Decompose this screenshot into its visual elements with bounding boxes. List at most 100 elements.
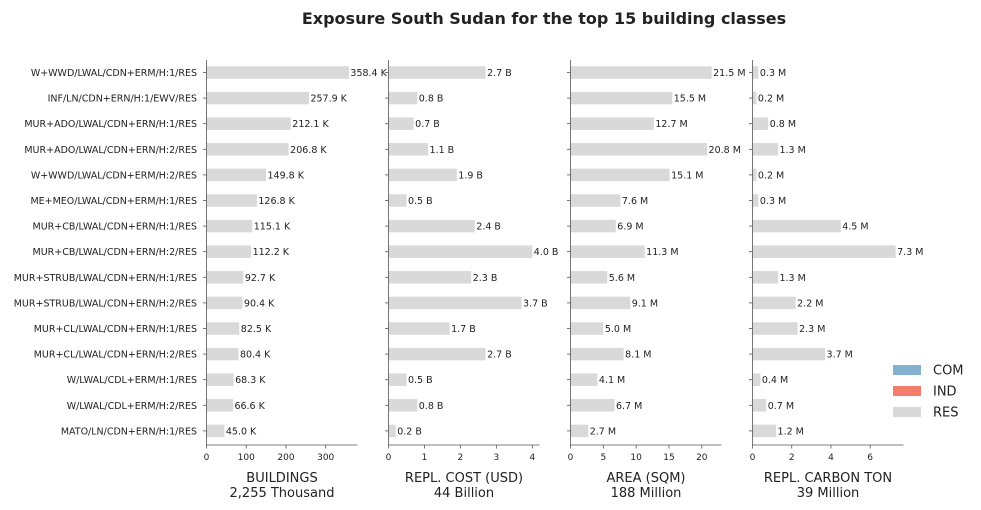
data-label: 7.6 M — [622, 196, 648, 207]
bar — [570, 399, 615, 412]
category-label: MUR+CB/LWAL/CDN+ERN/H:1/RES — [33, 222, 198, 233]
data-label: 206.8 K — [290, 145, 327, 156]
bar — [570, 91, 673, 105]
data-label: 0.8 B — [419, 94, 444, 105]
bar — [570, 424, 589, 438]
bar — [206, 271, 244, 284]
panel-4: 0.3 M 0.2 M 0.8 M 1.3 M 0.2 M 0.3 M 4.5 M 7.3 M… — [749, 60, 923, 501]
chart-title: Exposure South Sudan for the top 15 buil… — [302, 9, 786, 28]
data-label: 82.5 K — [241, 324, 272, 335]
bar — [570, 143, 708, 156]
x-tick-label: 0 — [386, 453, 392, 463]
bar — [570, 117, 654, 130]
panel-3: 21.5 M 15.5 M 12.7 M 20.8 M 15.1 M 7.6 M 6.9 M… — [567, 60, 746, 501]
x-tick-label: 3 — [493, 453, 499, 463]
bar — [206, 322, 240, 335]
bar — [206, 143, 289, 156]
data-label: 2.4 B — [476, 222, 501, 233]
data-label: 0.2 B — [397, 426, 422, 437]
bar — [388, 194, 407, 207]
bar — [206, 219, 253, 233]
x-tick-label: 15 — [663, 453, 674, 463]
data-label: 80.4 K — [240, 350, 271, 361]
category-label: W+WWD/LWAL/CDN+ERM/H:1/RES — [31, 68, 197, 79]
x-tick-label: 10 — [630, 453, 642, 463]
data-label: 8.1 M — [625, 350, 651, 361]
data-label: 20.8 M — [709, 145, 741, 156]
x-tick-label: 4 — [529, 453, 535, 463]
legend: COM IND RES — [893, 364, 964, 421]
category-label: MUR+CL/LWAL/CDN+ERN/H:1/RES — [34, 324, 197, 335]
x-tick-label: 0 — [750, 453, 756, 463]
data-label: 2.7 B — [487, 350, 512, 361]
bar — [570, 66, 712, 79]
bar — [388, 117, 414, 130]
data-label: 1.3 M — [779, 273, 805, 284]
x-tick-label: 6 — [867, 453, 873, 463]
data-label: 7.3 M — [897, 247, 923, 258]
data-label: 90.4 K — [244, 298, 275, 309]
panel-1: 358.4 K 257.9 K 212.1 K 206.8 K 149.8 K 126.8… — [203, 60, 388, 501]
bar — [206, 117, 291, 130]
bar — [570, 245, 645, 258]
category-label: W+WWD/LWAL/CDN+ERM/H:2/RES — [31, 170, 197, 181]
data-label: 0.8 M — [770, 119, 796, 130]
x-axis-label: REPL. COST (USD) — [405, 471, 523, 486]
x-tick-label: 2 — [789, 453, 795, 463]
legend-label: RES — [933, 406, 959, 421]
data-label: 1.1 B — [430, 145, 455, 156]
data-label: 1.2 M — [778, 426, 804, 437]
legend-label: COM — [933, 364, 964, 379]
bar — [206, 424, 225, 438]
bar — [570, 322, 604, 335]
data-label: 68.3 K — [235, 375, 266, 386]
bar — [388, 399, 418, 412]
category-label: W/LWAL/CDL+ERM/H:2/RES — [67, 401, 197, 412]
x-axis-label: BUILDINGS — [246, 471, 317, 486]
x-tick-label: 1 — [422, 453, 428, 463]
category-label: MUR+ADO/LWAL/CDN+ERN/H:2/RES — [24, 145, 197, 156]
data-label: 5.6 M — [609, 273, 635, 284]
bar — [570, 168, 670, 182]
bar — [752, 117, 769, 130]
data-label: 15.1 M — [671, 170, 703, 181]
bar — [752, 245, 896, 258]
data-label: 0.5 B — [408, 375, 433, 386]
data-label: 2.7 M — [590, 426, 616, 437]
bar — [388, 66, 486, 79]
bar — [388, 143, 429, 156]
x-axis-sublabel: 188 Million — [611, 486, 682, 501]
bar — [388, 373, 407, 386]
data-label: 2.3 B — [473, 273, 498, 284]
data-label: 126.8 K — [258, 196, 295, 207]
category-label: MATO/LN/CDN+ERN/H:1/RES — [61, 426, 197, 437]
data-label: 112.2 K — [253, 247, 290, 258]
data-label: 0.2 M — [758, 94, 784, 105]
bar — [752, 322, 798, 335]
bar — [752, 143, 778, 156]
data-label: 115.1 K — [254, 222, 291, 233]
data-label: 2.2 M — [797, 298, 823, 309]
panel-2: 2.7 B 0.8 B 0.7 B 1.1 B 1.9 B 0.5 B 2.4 B 4.0 B… — [385, 60, 558, 501]
bar — [752, 219, 841, 233]
category-label: MUR+STRUB/LWAL/CDN+ERN/H:2/RES — [14, 298, 197, 309]
x-tick-label: 5 — [600, 453, 606, 463]
bar — [206, 194, 257, 207]
bar — [570, 194, 621, 207]
bar — [752, 296, 796, 310]
data-label: 12.7 M — [655, 119, 687, 130]
bar — [752, 271, 778, 284]
x-tick-label: 100 — [238, 453, 255, 463]
data-label: 0.5 B — [408, 196, 433, 207]
data-label: 4.0 B — [534, 247, 559, 258]
data-label: 0.3 M — [760, 68, 786, 79]
legend-swatch — [893, 407, 921, 417]
bar — [388, 347, 486, 361]
bar — [388, 424, 396, 438]
bar — [206, 373, 234, 386]
data-label: 4.5 M — [842, 222, 868, 233]
data-label: 358.4 K — [350, 68, 387, 79]
bar — [752, 373, 761, 386]
bar — [206, 91, 309, 105]
data-label: 0.2 M — [758, 170, 784, 181]
